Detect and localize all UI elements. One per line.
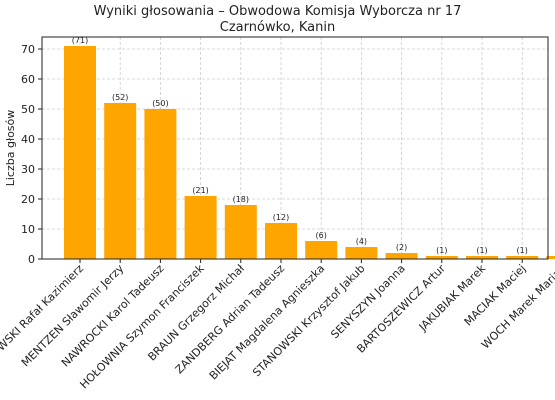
y-tick-label: 10 (21, 223, 35, 236)
y-axis-label: Liczba głosów (4, 110, 17, 187)
bar-value-label: (4) (356, 237, 367, 246)
bar (144, 109, 177, 259)
bar (305, 241, 338, 259)
y-tick-label: 40 (21, 133, 35, 146)
x-category-label: JAKUBIAK Marek (416, 261, 489, 334)
y-tick-label: 30 (21, 163, 35, 176)
bar-value-label: (1) (436, 246, 447, 255)
bar-value-label: (50) (152, 99, 168, 108)
bar-value-label: (6) (316, 231, 327, 240)
y-tick-label: 20 (21, 193, 35, 206)
bar (345, 247, 378, 259)
bar-value-label: (12) (273, 213, 289, 222)
bar-value-label: (21) (192, 186, 208, 195)
chart-title-line-2: Czarnówko, Kanin (219, 20, 336, 35)
y-tick-label: 60 (21, 73, 35, 86)
plot-frame (41, 36, 549, 260)
y-tick-label: 0 (28, 253, 35, 266)
bar-value-label: (52) (112, 93, 128, 102)
axes-layer (38, 36, 549, 263)
bar-value-label: (71) (72, 36, 88, 45)
bar (265, 223, 297, 259)
y-tick-label: 50 (21, 103, 35, 116)
bar (466, 256, 498, 259)
bar (224, 205, 257, 259)
bar (425, 256, 458, 259)
bar (385, 253, 418, 259)
bar-value-label: (1) (476, 246, 487, 255)
y-tick-label: 70 (21, 43, 35, 56)
bar-value-label: (1) (517, 246, 528, 255)
bar (104, 103, 137, 259)
bar (546, 256, 555, 259)
bar-value-label: (2) (396, 243, 407, 252)
x-category-label: SENYSZYN Joanna (328, 262, 407, 341)
bar (64, 46, 96, 259)
x-category-label: TRZASKOWSKI Rafał Kazimierz (0, 262, 86, 391)
bar-value-label: (18) (233, 195, 249, 204)
chart-title-line-1: Wyniki głosowania – Obwodowa Komisja Wyb… (93, 4, 462, 19)
bars-layer (64, 46, 555, 259)
bar (506, 256, 539, 259)
bar (184, 196, 217, 259)
